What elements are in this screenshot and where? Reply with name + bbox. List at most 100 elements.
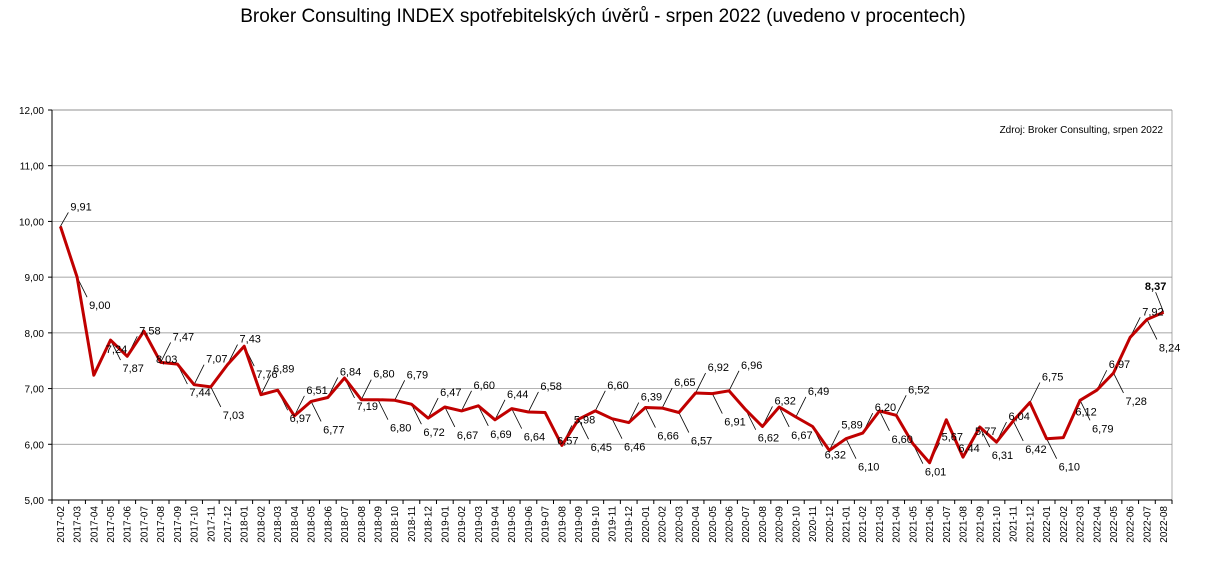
x-tick-label: 2019-06: [524, 506, 535, 543]
x-tick-label: 2020-08: [758, 506, 769, 543]
gridlines: [52, 109, 1173, 500]
label-leader: [594, 390, 606, 412]
label-leader: [528, 391, 539, 413]
x-tick-label: 2021-02: [858, 506, 869, 543]
x-tick-label: 2022-01: [1042, 506, 1053, 543]
x-tick-label: 2021-05: [908, 506, 919, 543]
data-labels: 9,91 9,00 7,24 7,87 7,58 8,03 7,47 7,44 7,07 7,03…: [70, 201, 1180, 478]
data-label: 6,75: [1042, 372, 1063, 384]
y-axis: 5,00 6,00 7,00 8,00 9,00 10,00 11,00 12,00: [19, 106, 53, 507]
x-tick-label: 2020-03: [674, 506, 685, 543]
data-label: 8,37: [1145, 281, 1166, 293]
data-label: 8,24: [1159, 342, 1180, 354]
data-label: 6,12: [1075, 407, 1096, 419]
y-tick-label: 11,00: [20, 162, 45, 173]
label-leader: [695, 372, 706, 394]
label-leader: [1029, 382, 1041, 403]
label-leader: [461, 390, 472, 412]
data-label: 6,92: [708, 362, 729, 374]
data-label: 6,45: [591, 442, 612, 454]
x-tick-label: 2018-06: [323, 506, 334, 543]
x-tick-label: 2017-07: [139, 506, 150, 543]
y-tick-label: 9,00: [25, 273, 45, 284]
x-tick-label: 2018-03: [273, 506, 284, 543]
x-tick-label: 2019-03: [474, 506, 485, 543]
label-leader: [394, 380, 406, 401]
data-label: 6,66: [657, 431, 678, 443]
x-tick-label: 2022-05: [1109, 506, 1120, 543]
data-label: 7,24: [106, 344, 127, 356]
data-label: 6,44: [507, 389, 528, 401]
x-tick-label: 2017-08: [156, 506, 167, 543]
x-tick-label: 2021-08: [959, 506, 970, 543]
label-leader: [160, 342, 172, 363]
x-tick-label: 2019-07: [541, 506, 552, 543]
y-tick-label: 6,00: [25, 440, 45, 451]
x-tick-label: 2021-06: [925, 506, 936, 543]
data-label: 6,47: [440, 387, 461, 399]
x-tick-label: 2021-10: [992, 506, 1003, 543]
data-label: 6,42: [1025, 444, 1046, 456]
x-tick-label: 2020-12: [825, 506, 836, 543]
data-label: 6,79: [1092, 423, 1113, 435]
data-label: 6,46: [624, 442, 645, 454]
label-leader: [795, 396, 807, 418]
data-label: 7,07: [206, 354, 227, 366]
x-tick-label: 2022-07: [1142, 506, 1153, 543]
label-leader: [310, 401, 322, 422]
data-label: 7,58: [139, 325, 160, 337]
data-label: 6,04: [1008, 411, 1029, 423]
label-leader: [778, 406, 790, 428]
data-label: 6,58: [540, 381, 561, 393]
x-tick-label: 2018-09: [373, 506, 384, 543]
x-tick-label: 2017-03: [73, 506, 84, 543]
x-tick-label: 2018-02: [256, 506, 267, 543]
data-label: 6,65: [674, 377, 695, 389]
x-tick-label: 2019-09: [574, 506, 585, 543]
x-tick-label: 2021-07: [942, 506, 953, 543]
data-label: 5,98: [574, 414, 595, 426]
data-label: 5,67: [942, 432, 963, 444]
data-label: 6,79: [407, 369, 428, 381]
x-tick-label: 2020-02: [658, 506, 669, 543]
x-tick-label: 2017-04: [89, 506, 100, 543]
label-leader: [895, 395, 907, 416]
x-tick-label: 2021-04: [892, 506, 903, 543]
data-label: 6,62: [758, 433, 779, 445]
label-leader: [60, 212, 69, 227]
label-leader: [444, 406, 456, 428]
x-tick-label: 2020-01: [641, 506, 652, 543]
x-tick-label: 2022-02: [1059, 506, 1070, 543]
data-label: 6,44: [958, 443, 979, 455]
data-label: 6,39: [641, 392, 662, 404]
data-label: 6,60: [891, 434, 912, 446]
x-tick-label: 2019-05: [507, 506, 518, 543]
y-tick-label: 7,00: [25, 385, 45, 396]
data-label: 6,60: [474, 380, 495, 392]
data-label: 6,96: [741, 360, 762, 372]
data-label: 6,64: [524, 432, 545, 444]
data-label: 7,47: [173, 331, 194, 343]
x-tick-label: 2019-10: [591, 506, 602, 543]
data-label: 7,03: [223, 410, 244, 422]
y-tick-label: 10,00: [19, 217, 44, 228]
x-tick-label: 2018-10: [390, 506, 401, 543]
x-tick-label: 2018-05: [307, 506, 318, 543]
data-label: 9,91: [70, 201, 91, 213]
data-label: 6,20: [875, 402, 896, 414]
data-label: 7,76: [256, 369, 277, 381]
data-label: 7,19: [357, 401, 378, 413]
x-tick-label: 2021-01: [842, 506, 853, 543]
data-label: 6,49: [808, 386, 829, 398]
data-label: 6,57: [557, 436, 578, 448]
data-label: 6,80: [373, 369, 394, 381]
y-tick-label: 12,00: [19, 106, 44, 117]
data-label: 7,87: [123, 363, 144, 375]
label-leader: [1012, 420, 1024, 442]
data-label: 6,57: [691, 436, 712, 448]
data-label: 5,89: [841, 419, 862, 431]
x-tick-label: 2022-08: [1159, 506, 1170, 543]
label-leader: [377, 399, 389, 420]
x-tick-label: 2017-11: [206, 506, 217, 542]
label-leader: [360, 379, 372, 400]
